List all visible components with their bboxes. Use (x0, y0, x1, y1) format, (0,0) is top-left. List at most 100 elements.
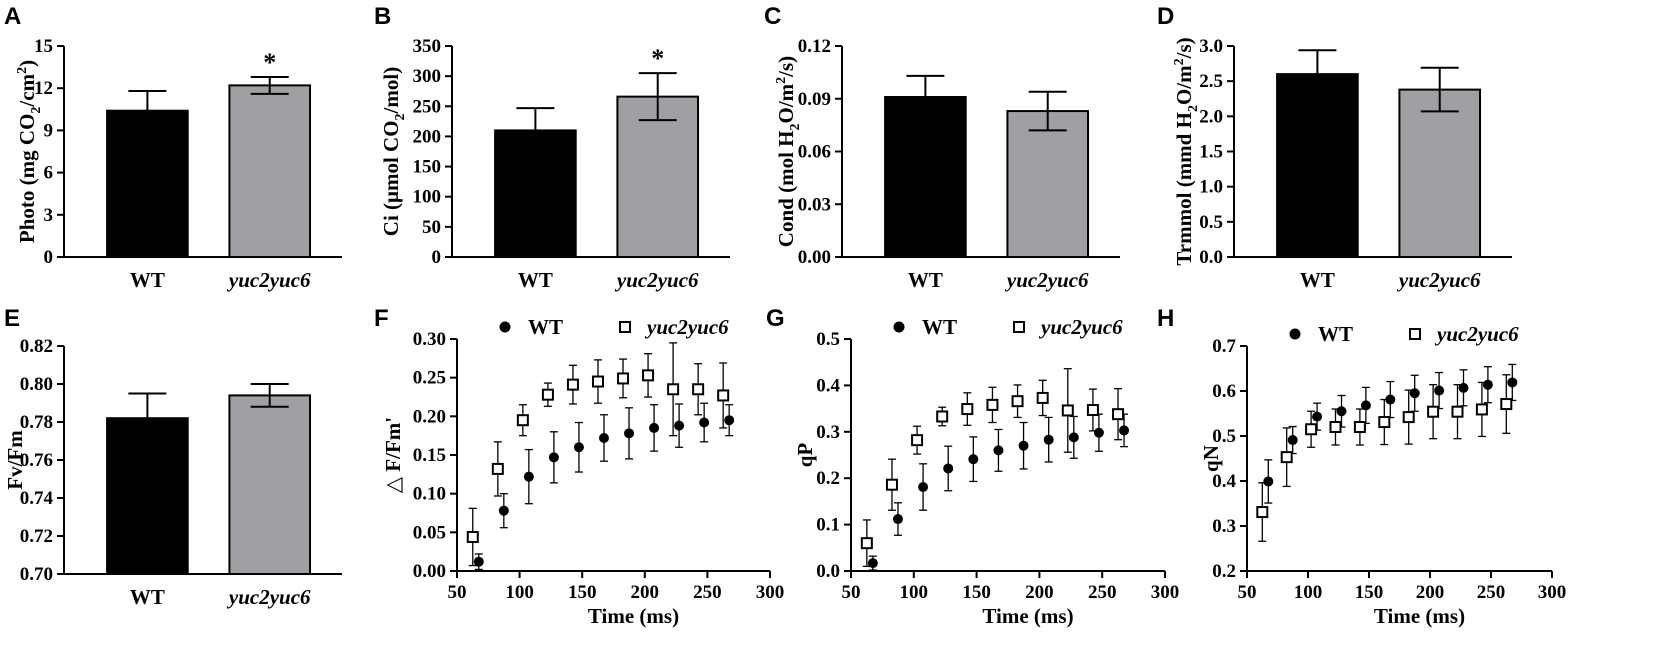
x-tick-label: 250 (1477, 582, 1506, 603)
y-axis-label-part: 2 (29, 107, 44, 114)
data-point-wt (548, 431, 559, 484)
y-axis-label-part: 2 (15, 67, 30, 74)
data-point-wt (1093, 413, 1104, 452)
x-tick-label: 200 (1416, 582, 1445, 603)
marker-square (1086, 403, 1099, 416)
x-tick-label: 250 (693, 582, 722, 603)
y-tick-label: 300 (413, 66, 442, 87)
category-label: WT (908, 268, 943, 292)
bar-yuc2yuc6 (228, 394, 312, 575)
y-tick-label: 0.6 (1212, 381, 1236, 402)
y-tick-label: 0.25 (413, 368, 446, 389)
marker-square (541, 388, 554, 401)
marker-circle (1119, 425, 1130, 436)
data-point-yuc2yuc6 (566, 364, 579, 405)
data-point-yuc2yuc6 (885, 458, 898, 511)
y-tick-label: 350 (413, 36, 442, 57)
data-point-yuc2yuc6 (860, 519, 873, 568)
y-tick-label: 0.82 (20, 336, 53, 357)
data-point-yuc2yuc6 (1112, 387, 1125, 441)
data-point-yuc2yuc6 (516, 404, 529, 437)
category-label: WT (1300, 268, 1335, 292)
data-point-yuc2yuc6 (1061, 368, 1074, 453)
y-tick-label: 0.76 (20, 450, 53, 471)
data-point-yuc2yuc6 (1329, 408, 1342, 446)
y-tick-label: 0 (432, 247, 442, 268)
marker-square (516, 414, 529, 427)
marker-square (617, 372, 630, 385)
data-point-yuc2yuc6 (1305, 410, 1318, 448)
y-axis-label-part: 2 (788, 123, 803, 130)
y-tick-label: 0.10 (413, 484, 446, 505)
x-tick-label: 200 (631, 582, 660, 603)
x-tick-label: 150 (962, 582, 991, 603)
marker-square (1329, 421, 1342, 433)
data-point-yuc2yuc6 (961, 392, 974, 426)
legend-label-wt: WT (528, 315, 563, 339)
y-tick-label: 15 (34, 36, 53, 57)
y-tick-label: 0.00 (798, 247, 831, 268)
y-tick-label: 0.78 (20, 412, 53, 433)
legend-label-yuc2yuc6: yuc2yuc6 (644, 315, 729, 339)
marker-circle (573, 442, 584, 453)
marker-square (1112, 408, 1125, 421)
y-axis-label-part: △ F/Fm' (381, 417, 405, 493)
x-tick-label: 50 (448, 582, 467, 603)
panel-h: H 0.2 0.3 0.4 0.5 0.6 0.7 qN 50 100 150 200 250 300 Ti… (1157, 305, 1566, 628)
y-axis-label-part: 2 (774, 77, 789, 84)
y-axis-label-part: /s) (774, 56, 798, 78)
bar-wt (1276, 73, 1359, 258)
marker-circle (624, 428, 635, 439)
data-point-wt (993, 428, 1004, 472)
x-tick-label: 200 (1025, 582, 1054, 603)
marker-square (1011, 395, 1024, 408)
data-point-yuc2yuc6 (1353, 408, 1366, 446)
marker-square (1256, 506, 1269, 519)
y-tick-label: 2.5 (1199, 71, 1223, 92)
y-axis-label: Fv/Fm (3, 430, 27, 490)
y-tick-label: 0.80 (20, 374, 53, 395)
panel-label: H (1157, 305, 1174, 332)
marker-circle (918, 482, 929, 493)
y-axis-label: Ci (μmol CO2/mol) (379, 67, 408, 236)
data-point-wt (573, 421, 584, 473)
marker-circle (649, 422, 660, 433)
marker-square (1061, 404, 1074, 417)
panel-label: G (766, 305, 785, 332)
marker-square (1475, 403, 1488, 416)
data-point-wt (1482, 366, 1493, 404)
data-point-yuc2yuc6 (1011, 384, 1024, 419)
y-tick-label: 200 (413, 126, 442, 147)
y-axis-label-part: O/m (1172, 65, 1196, 105)
y-axis-label-part: /mol) (379, 67, 403, 115)
y-tick-label: 0.2 (1212, 561, 1236, 582)
x-tick-label: 100 (505, 582, 534, 603)
y-tick-label: 3 (44, 205, 54, 226)
marker-circle (1336, 406, 1347, 417)
data-point-wt (1507, 363, 1518, 402)
y-axis-label-part: Cond (mol H (774, 130, 798, 247)
panel-label: A (4, 3, 21, 30)
panel-e: E 0.70 0.72 0.74 0.76 0.78 0.80 0.82 Fv/Fm WT yuc2… (3, 305, 342, 609)
y-axis-label-part: 2 (393, 113, 408, 120)
marker-square (642, 369, 655, 382)
y-axis-label-part: O/m (774, 83, 798, 123)
data-point-yuc2yuc6 (1256, 482, 1269, 542)
y-tick-label: 150 (413, 157, 442, 178)
panel-label: E (4, 305, 20, 332)
marker-square (1280, 451, 1293, 464)
data-point-yuc2yuc6 (466, 507, 479, 567)
data-point-wt (867, 555, 878, 571)
data-point-yuc2yuc6 (911, 425, 924, 455)
data-point-wt (1018, 421, 1029, 470)
panel-label: C (764, 3, 781, 30)
y-axis-label-part: ) (15, 60, 39, 67)
y-tick-label: 0.09 (798, 89, 831, 110)
data-point-wt (1287, 425, 1298, 455)
data-point-yuc2yuc6 (591, 359, 604, 404)
data-point-yuc2yuc6 (491, 441, 504, 497)
marker-square (466, 530, 479, 543)
